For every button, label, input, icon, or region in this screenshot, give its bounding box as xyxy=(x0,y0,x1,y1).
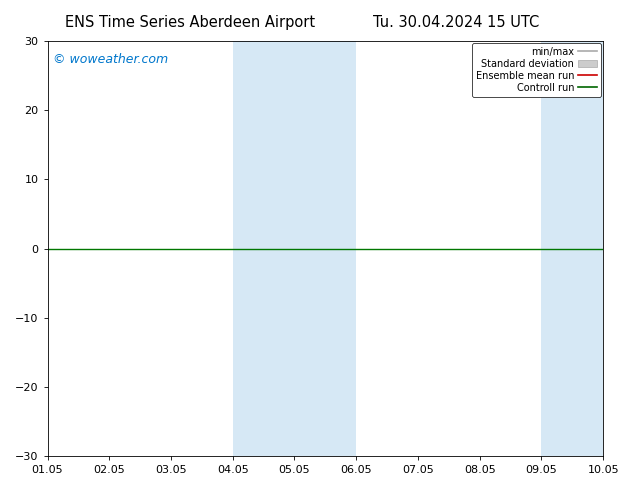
Bar xyxy=(233,41,356,456)
Text: Tu. 30.04.2024 15 UTC: Tu. 30.04.2024 15 UTC xyxy=(373,15,540,30)
Bar xyxy=(541,41,603,456)
Text: © woweather.com: © woweather.com xyxy=(53,53,168,67)
Text: ENS Time Series Aberdeen Airport: ENS Time Series Aberdeen Airport xyxy=(65,15,315,30)
Legend: min/max, Standard deviation, Ensemble mean run, Controll run: min/max, Standard deviation, Ensemble me… xyxy=(472,43,601,97)
